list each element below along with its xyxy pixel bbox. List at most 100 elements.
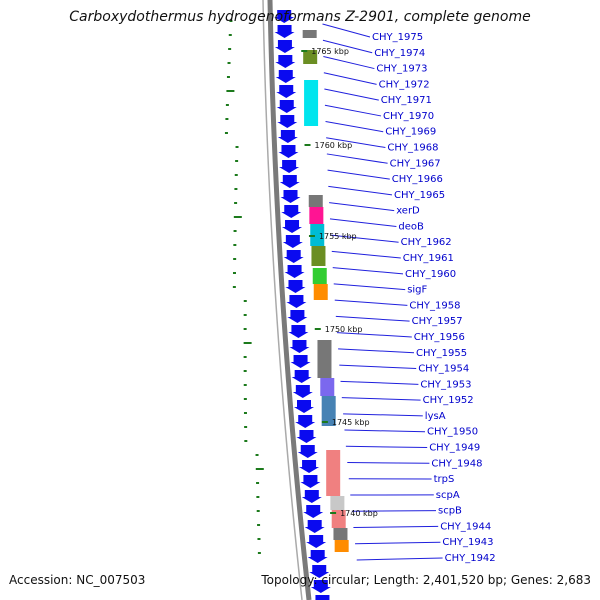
cog-block xyxy=(303,50,318,64)
gene-label[interactable]: CHY_1952 xyxy=(423,395,474,406)
gene-arrow xyxy=(310,580,331,593)
gene-label[interactable]: CHY_1974 xyxy=(374,48,425,59)
gene-arrow xyxy=(285,280,306,293)
gene-label[interactable]: CHY_1950 xyxy=(427,427,478,438)
gene-label[interactable]: CHY_1966 xyxy=(392,174,443,185)
gene-leader-line xyxy=(331,250,401,259)
gene-label[interactable]: CHY_1973 xyxy=(376,64,427,75)
gene-label[interactable]: CHY_1953 xyxy=(420,379,471,390)
gene-label[interactable]: CHY_1965 xyxy=(394,190,445,201)
gene-leader-line xyxy=(326,153,388,164)
gene-label[interactable]: CHY_1971 xyxy=(381,95,432,106)
gene-label[interactable]: CHY_1943 xyxy=(442,537,493,548)
gene-arrow xyxy=(276,85,297,98)
gene-leader-line xyxy=(344,429,426,433)
position-marker-layer: 1765 kbp 1760 kbp 1755 kbp 1750 kbp 1745 kbp… xyxy=(301,47,378,518)
backbone-outer-line xyxy=(267,0,312,600)
gene-arrow xyxy=(299,460,320,473)
cog-block xyxy=(320,378,335,396)
gc-tick xyxy=(257,552,261,554)
gene-leader-line xyxy=(339,364,417,370)
gene-label[interactable]: xerD xyxy=(396,206,420,217)
gene-leader-line xyxy=(341,397,421,401)
gene-label[interactable]: CHY_1944 xyxy=(440,521,491,532)
gene-label[interactable]: CHY_1956 xyxy=(414,332,465,343)
gene-arrow xyxy=(309,565,330,578)
gc-tick xyxy=(243,356,247,358)
gene-arrow xyxy=(307,550,328,563)
gene-arrow xyxy=(284,265,305,278)
gene-label[interactable]: CHY_1960 xyxy=(405,269,456,280)
gene-leader-line xyxy=(324,88,379,101)
gene-label[interactable]: deoB xyxy=(398,221,424,232)
gene-label[interactable]: CHY_1955 xyxy=(416,348,467,359)
gene-label[interactable]: CHY_1975 xyxy=(372,32,423,43)
gene-leader-line xyxy=(345,445,428,448)
gc-tick xyxy=(243,342,252,344)
gc-tick xyxy=(228,48,232,50)
gc-tick xyxy=(232,272,236,274)
gc-tick xyxy=(225,118,229,120)
gene-label[interactable]: scpB xyxy=(438,506,462,517)
gene-leader-line xyxy=(343,413,423,417)
gene-arrow xyxy=(288,325,309,338)
gene-leader-line xyxy=(336,332,412,338)
accession-text: Accession: NC_007503 xyxy=(9,573,146,587)
gc-skew-track xyxy=(224,20,264,554)
gene-leader-line xyxy=(356,557,443,561)
gene-arrow xyxy=(304,520,325,533)
gene-label[interactable]: CHY_1972 xyxy=(379,79,430,90)
gene-arrow xyxy=(300,475,321,488)
gene-leader-line xyxy=(329,218,397,227)
gc-tick xyxy=(226,90,235,92)
gene-label[interactable]: scpA xyxy=(436,490,460,501)
gene-label[interactable]: CHY_1948 xyxy=(431,458,482,469)
gc-tick xyxy=(255,454,259,456)
gene-arrow xyxy=(278,145,299,158)
gc-tick xyxy=(243,328,247,330)
cog-block xyxy=(302,30,317,38)
kbp-tick xyxy=(304,144,311,146)
gene-label[interactable]: CHY_1958 xyxy=(409,300,460,311)
gene-label[interactable]: CHY_1949 xyxy=(429,442,480,453)
gene-label[interactable]: CHY_1969 xyxy=(385,127,436,138)
gc-tick xyxy=(244,426,248,428)
backbone-inner-line xyxy=(262,0,303,600)
gene-label[interactable]: CHY_1957 xyxy=(412,316,463,327)
gene-leader-line xyxy=(324,104,382,117)
gene-leader-line xyxy=(353,525,439,529)
gene-label[interactable]: CHY_1967 xyxy=(390,158,441,169)
gene-label[interactable]: CHY_1962 xyxy=(401,237,452,248)
gene-leader-line xyxy=(322,39,373,54)
kbp-tick xyxy=(308,235,315,237)
gene-label[interactable]: CHY_1970 xyxy=(383,111,434,122)
gene-label[interactable]: CHY_1961 xyxy=(403,253,454,264)
cog-color-track xyxy=(302,30,349,552)
gene-label[interactable]: trpS xyxy=(434,474,455,485)
cog-block xyxy=(308,195,323,207)
kbp-tick xyxy=(321,421,328,423)
gc-tick xyxy=(229,20,233,22)
gene-arrow-track xyxy=(274,10,331,600)
kbp-label: 1740 kbp xyxy=(340,509,378,518)
gene-arrow xyxy=(277,130,298,143)
gene-arrow xyxy=(290,355,311,368)
gc-tick xyxy=(226,76,230,78)
gene-leader-line xyxy=(328,185,393,196)
gene-arrow xyxy=(279,160,300,173)
gene-arrow xyxy=(280,190,301,203)
gene-leader-line xyxy=(333,283,406,291)
gc-tick xyxy=(255,468,264,470)
gene-label[interactable]: CHY_1954 xyxy=(418,364,469,375)
gene-label[interactable]: lysA xyxy=(425,411,446,422)
gene-label[interactable]: CHY_1942 xyxy=(445,553,496,564)
gene-leader-line xyxy=(334,299,408,306)
gene-label[interactable]: CHY_1968 xyxy=(387,143,438,154)
gene-arrow xyxy=(306,535,327,548)
cog-block xyxy=(326,450,341,496)
gene-leader-line xyxy=(338,348,415,354)
gc-tick xyxy=(243,384,247,386)
gene-leader-line xyxy=(329,202,395,212)
cog-block xyxy=(334,540,349,552)
gene-label[interactable]: sigF xyxy=(407,285,427,296)
